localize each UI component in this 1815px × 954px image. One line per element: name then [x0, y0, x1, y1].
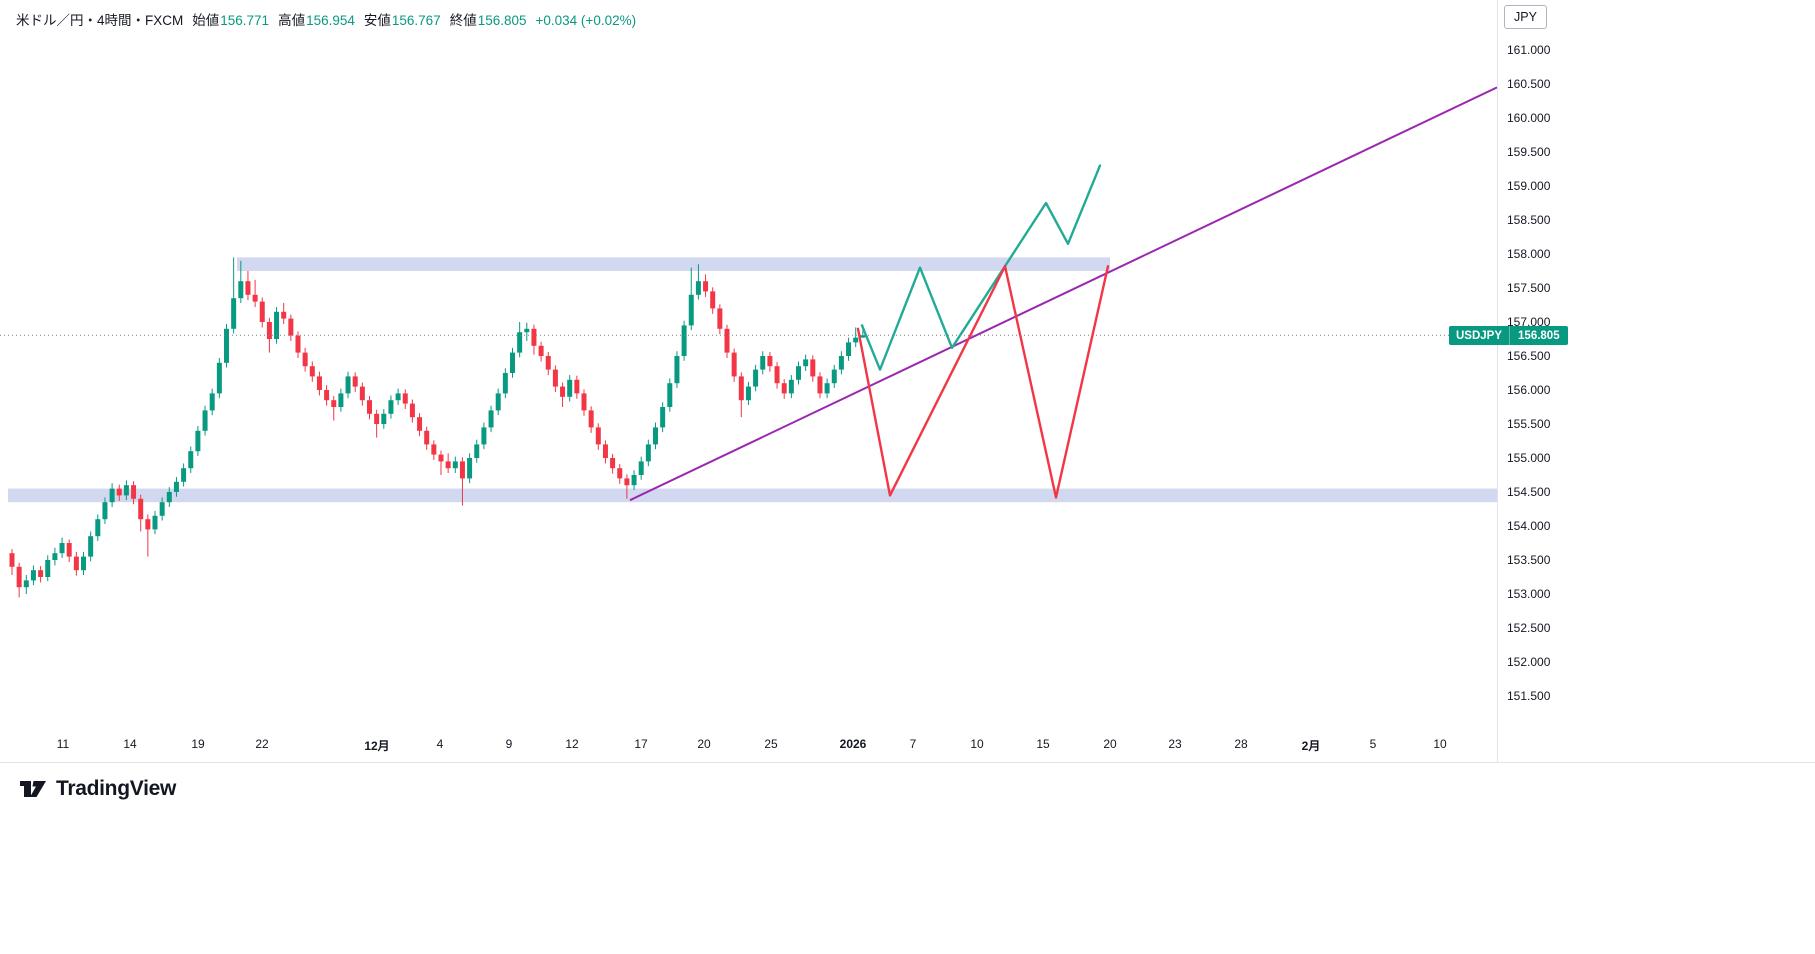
ohlc-open: 始値156.771: [192, 13, 270, 28]
price-tick-label: 152.000: [1507, 655, 1551, 669]
price-tick-label: 151.500: [1507, 689, 1551, 703]
time-axis[interactable]: 11 14 19 22 12月 4 9 12 17 20 25 2026 7 10 15 20 23 28 2月 5 1…: [0, 730, 1497, 762]
price-tick-label: 155.500: [1507, 417, 1551, 431]
time-tick-label: 7: [909, 737, 917, 751]
ohlc-high: 高値156.954: [278, 13, 355, 28]
time-tick-label: 10: [1433, 737, 1447, 751]
price-tick-label: 152.500: [1507, 621, 1551, 635]
footer-brand[interactable]: TradingView: [18, 776, 176, 802]
time-tick-label: 28: [1234, 737, 1248, 751]
candlestick-chart[interactable]: [0, 0, 1497, 762]
time-tick-label: 22: [255, 737, 269, 751]
price-tick-label: 155.000: [1507, 451, 1551, 465]
price-tick-label: 153.000: [1507, 587, 1551, 601]
price-tick-label: 157.500: [1507, 281, 1551, 295]
price-tick-label: 159.500: [1507, 145, 1551, 159]
time-tick-label: 9: [505, 737, 513, 751]
bearish-projection[interactable]: [856, 265, 1110, 499]
time-tick-label: 2月: [1301, 739, 1321, 753]
price-tick-label: 158.000: [1507, 247, 1551, 261]
ohlc-low: 安値156.767: [363, 13, 441, 28]
price-tick-label: 161.000: [1507, 43, 1551, 57]
time-tick-label: 12月: [364, 739, 390, 753]
price-tick-label: 156.000: [1507, 383, 1551, 397]
price-axis[interactable]: JPY 161.000 160.500 160.000 159.500 159.000 1…: [1497, 0, 1815, 762]
chart-legend: 米ドル／円・4時間・FXCM 始値156.771 高値156.954 安値156…: [16, 9, 636, 29]
price-tick-label: 160.000: [1507, 111, 1551, 125]
time-tick-label: 11: [56, 737, 70, 751]
price-badge-symbol: USDJPY: [1456, 329, 1503, 342]
chart-area[interactable]: 米ドル／円・4時間・FXCM 始値156.771 高値156.954 安値156…: [0, 0, 1497, 762]
resistance-zone[interactable]: [237, 257, 1110, 271]
axis-separator-line: [0, 762, 1815, 763]
change-value: +0.034 (+0.02%): [535, 13, 637, 28]
time-tick-label: 20: [1103, 737, 1117, 751]
time-tick-label: 5: [1369, 737, 1377, 751]
price-tick-label: 160.500: [1507, 77, 1551, 91]
time-tick-label: 19: [191, 737, 205, 751]
candlestick-series[interactable]: [9, 257, 866, 598]
support-zone[interactable]: [8, 488, 1497, 503]
price-tick-label: 158.500: [1507, 213, 1551, 227]
price-tick-label: 154.000: [1507, 519, 1551, 533]
time-tick-label: 15: [1036, 737, 1050, 751]
time-tick-label: 10: [970, 737, 984, 751]
tradingview-wordmark: TradingView: [56, 777, 177, 800]
price-tick-label: 157.000: [1507, 315, 1551, 329]
price-tick-label: 159.000: [1507, 179, 1551, 193]
time-tick-label: 17: [634, 737, 648, 751]
time-tick-label: 4: [436, 737, 444, 751]
symbol-title[interactable]: 米ドル／円・4時間・FXCM: [16, 13, 184, 28]
time-tick-label: 23: [1168, 737, 1182, 751]
time-tick-label: 20: [697, 737, 711, 751]
time-tick-label: 25: [764, 737, 778, 751]
time-tick-label: 14: [123, 737, 137, 751]
time-tick-label: 2026: [839, 737, 867, 751]
tradingview-logo-icon: [20, 781, 46, 797]
trendline[interactable]: [629, 86, 1497, 502]
price-tick-label: 154.500: [1507, 485, 1551, 499]
price-tick-label: 156.500: [1507, 349, 1551, 363]
price-badge-value: 156.805: [1509, 326, 1568, 346]
time-tick-label: 12: [565, 737, 579, 751]
ohlc-close: 終値156.805: [449, 13, 527, 28]
current-price-badge: USDJPY 156.805: [1449, 326, 1568, 346]
currency-button[interactable]: JPY: [1504, 5, 1547, 29]
price-tick-label: 153.500: [1507, 553, 1551, 567]
bullish-projection[interactable]: [860, 164, 1102, 371]
